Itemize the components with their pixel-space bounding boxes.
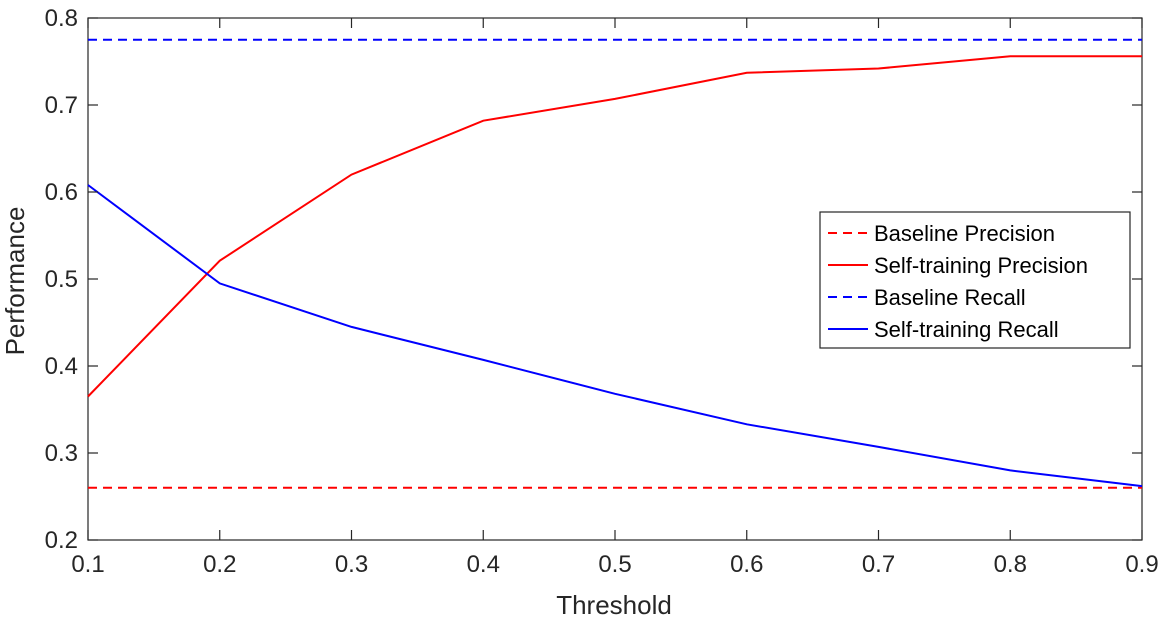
- legend-label: Baseline Precision: [874, 221, 1055, 246]
- x-tick-label: 0.3: [335, 551, 368, 578]
- y-tick-label: 0.4: [45, 353, 78, 380]
- x-tick-label: 0.6: [730, 551, 763, 578]
- legend-label: Self-training Recall: [874, 317, 1059, 342]
- x-axis-title: Threshold: [556, 590, 672, 620]
- x-axis: 0.1 0.2 0.3 0.4 0.5 0.6 0.7 0.8 0.9: [71, 18, 1159, 578]
- y-tick-label: 0.8: [45, 5, 78, 32]
- y-tick-label: 0.2: [45, 527, 78, 554]
- x-tick-label: 0.2: [203, 551, 236, 578]
- series-line-self-training-precision: [87, 55, 1142, 398]
- legend-box: [819, 211, 1131, 349]
- y-tick-label: 0.6: [45, 179, 78, 206]
- y-axis-title: Performance: [0, 207, 30, 356]
- x-tick-label: 0.7: [862, 551, 895, 578]
- y-tick-label: 0.3: [45, 440, 78, 467]
- y-tick-label: 0.7: [45, 92, 78, 119]
- legend-label: Baseline Recall: [874, 285, 1026, 310]
- y-axis: 0.2 0.3 0.4 0.5 0.6 0.7 0.8: [45, 5, 1142, 554]
- x-tick-label: 0.1: [71, 551, 104, 578]
- x-tick-label: 0.5: [598, 551, 631, 578]
- x-tick-label: 0.9: [1125, 551, 1158, 578]
- legend-label: Self-training Precision: [874, 253, 1088, 278]
- x-tick-label: 0.8: [994, 551, 1027, 578]
- x-tick-label: 0.4: [467, 551, 500, 578]
- legend: Baseline Precision Self-training Precisio…: [819, 211, 1131, 349]
- y-tick-label: 0.5: [45, 266, 78, 293]
- series-line-self-training-recall: [87, 184, 1143, 488]
